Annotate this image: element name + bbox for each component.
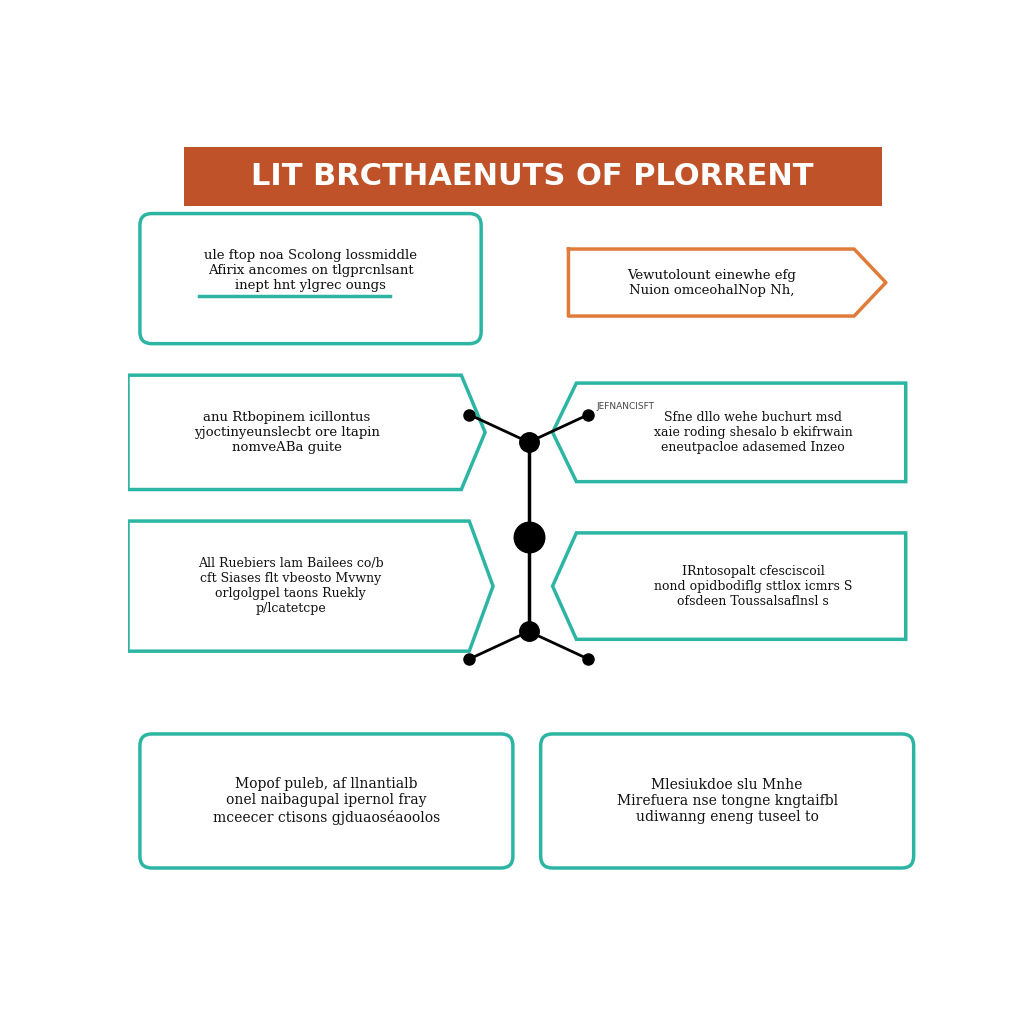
Text: Sfne dllo wehe buchurt msd
xaie roding shesalo b ekifrwain
eneutpacloe adasemed : Sfne dllo wehe buchurt msd xaie roding s…	[653, 411, 852, 454]
Text: Mopof puleb, af llnantialb
onel naibagupal ipernol fray
mceecer ctisons gjduaosé: Mopof puleb, af llnantialb onel naibagup…	[213, 777, 440, 824]
Text: ule ftop noa Scolong lossmiddle
Afirix ancomes on tlgprcnlsant
inept hnt ylgrec : ule ftop noa Scolong lossmiddle Afirix a…	[204, 249, 417, 292]
FancyBboxPatch shape	[183, 146, 882, 206]
Text: Vewutolount einewhe efg
Nuion omceohalNop Nh,: Vewutolount einewhe efg Nuion omceohalNo…	[627, 268, 796, 297]
Text: anu Rtbopinem icillontus
yjoctinyeunslecbt ore ltapin
nomveABa guite: anu Rtbopinem icillontus yjoctinyeunslec…	[194, 411, 380, 454]
Polygon shape	[128, 521, 494, 651]
FancyBboxPatch shape	[541, 734, 913, 868]
FancyBboxPatch shape	[140, 214, 481, 344]
Text: JEFNANCISFT: JEFNANCISFT	[596, 401, 654, 411]
Polygon shape	[553, 383, 905, 481]
Text: All Ruebiers lam Bailees co/b
cft Siases flt vbeosto Mvwny
orlgolgpel taons Ruek: All Ruebiers lam Bailees co/b cft Siases…	[198, 557, 384, 615]
Polygon shape	[553, 532, 905, 639]
Text: LIT BRCTHAENUTS OF PLORRENT: LIT BRCTHAENUTS OF PLORRENT	[252, 162, 814, 190]
Text: IRntosopalt cfesciscoil
nond opidbodiflg sttlox icmrs S
ofsdeen Toussalsaflnsl s: IRntosopalt cfesciscoil nond opidbodiflg…	[653, 564, 852, 607]
Polygon shape	[128, 375, 485, 489]
Text: Mlesiukdoe slu Mnhe
Mirefuera nse tongne kngtaifbl
udiwanng eneng tuseel to: Mlesiukdoe slu Mnhe Mirefuera nse tongne…	[616, 778, 838, 824]
FancyBboxPatch shape	[140, 734, 513, 868]
